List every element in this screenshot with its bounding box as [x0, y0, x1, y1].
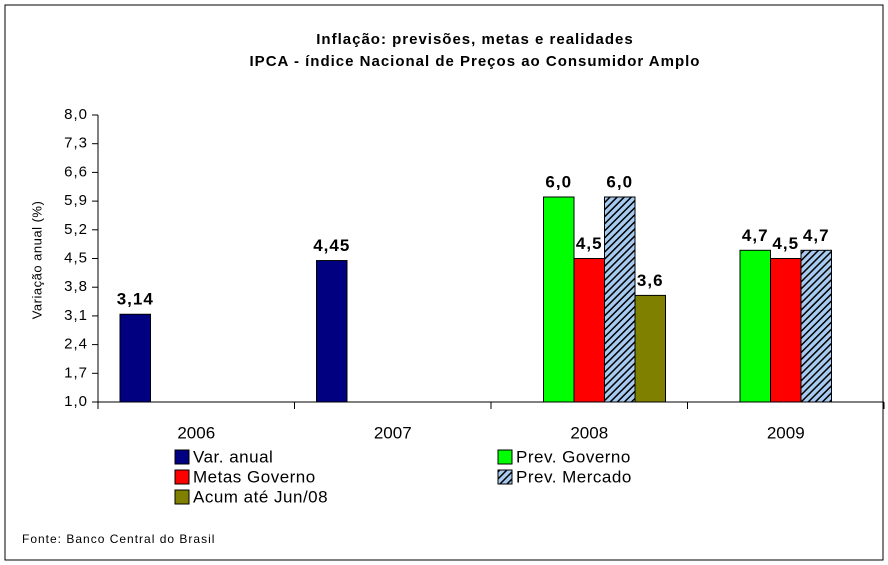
bar: [543, 196, 575, 403]
chart-subtitle: IPCA - índice Nacional de Preços ao Cons…: [250, 53, 701, 70]
y-tick-label: 8,0: [64, 106, 88, 123]
legend-label: Acum até Jun/08: [193, 487, 328, 506]
bar: [604, 196, 636, 403]
source: Fonte: Banco Central do Brasil: [22, 532, 215, 546]
legend-swatch: [497, 449, 513, 465]
y-tick-label: 2,4: [64, 336, 88, 353]
legend-swatch: [497, 469, 513, 485]
chart-title: Inflação: previsões, metas e realidades: [316, 31, 633, 48]
y-tick-label: 3,8: [64, 278, 88, 295]
y-tick-label: 7,3: [64, 135, 88, 152]
value-label: 4,5: [772, 234, 799, 253]
bar: [770, 258, 802, 403]
value-label: 4,45: [313, 236, 350, 255]
x-tick-label: 2006: [177, 423, 215, 442]
chart-border: [4, 4, 884, 561]
value-label: 4,5: [576, 234, 603, 253]
x-tick-label: 2007: [374, 423, 412, 442]
legend-swatch: [174, 449, 190, 465]
x-tick-label: 2009: [767, 423, 805, 442]
bar: [634, 294, 666, 403]
legend-label: Prev. Governo: [516, 447, 631, 466]
y-tick-label: 3,1: [64, 307, 88, 324]
bar: [800, 249, 832, 403]
x-tick-label: 2008: [570, 423, 608, 442]
value-label: 3,14: [117, 290, 154, 309]
bar: [316, 260, 348, 403]
value-label: 6,0: [545, 172, 572, 191]
y-tick-label: 1,7: [64, 364, 88, 381]
legend-swatch: [174, 489, 190, 505]
value-label: 4,7: [803, 226, 830, 245]
y-tick-label: 6,6: [64, 163, 88, 180]
bar: [739, 249, 771, 403]
legend-swatch: [174, 469, 190, 485]
bar: [573, 258, 605, 403]
y-tick-label: 4,5: [64, 249, 88, 266]
bar: [119, 313, 151, 403]
legend-label: Var. anual: [193, 447, 273, 466]
y-tick-label: 5,2: [64, 221, 88, 238]
y-axis-label: Variação anual (%): [29, 201, 44, 320]
value-label: 6,0: [606, 172, 633, 191]
value-label: 4,7: [742, 226, 769, 245]
value-label: 3,6: [637, 271, 664, 290]
y-tick-label: 1,0: [64, 393, 88, 410]
legend-label: Metas Governo: [193, 467, 316, 486]
y-tick-label: 5,9: [64, 192, 88, 209]
legend-label: Prev. Mercado: [516, 467, 632, 486]
